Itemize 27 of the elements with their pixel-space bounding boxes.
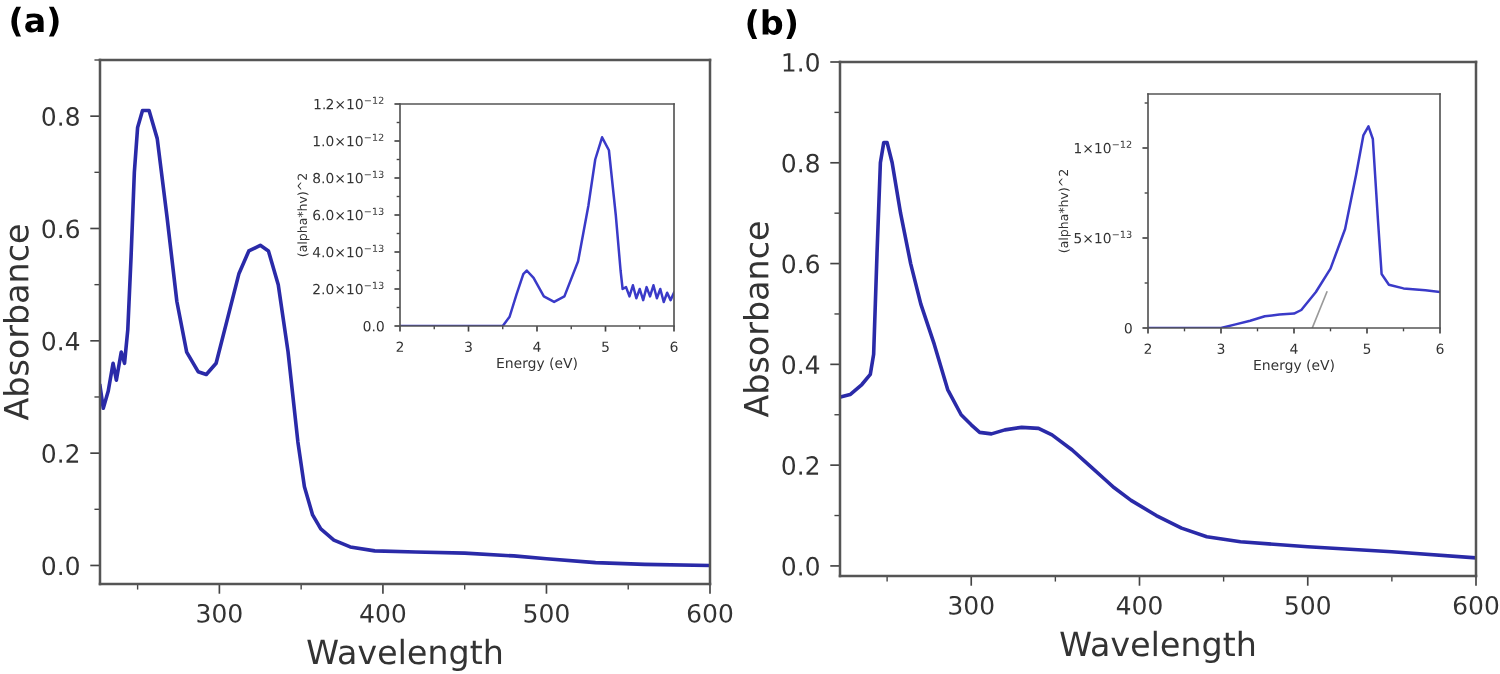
- y-tick-label: 0.0: [42, 556, 79, 576]
- x-tick-label: 600: [1453, 595, 1499, 615]
- y-tick-label: 0.2: [782, 456, 819, 475]
- chart-title: (b): [747, 9, 797, 39]
- x-tick-label: 300: [949, 595, 994, 615]
- line-series: [100, 108, 710, 568]
- y-tick-label: 0.6: [782, 254, 819, 274]
- y-tick-label: 0.8: [782, 153, 819, 173]
- x-tick-label: 300: [197, 603, 242, 623]
- y-tick-label: 0.4: [782, 355, 820, 375]
- chart-title: (a): [11, 6, 59, 37]
- y-tick-label: 1.0: [783, 52, 819, 72]
- y-tick-label: 0.8: [42, 107, 79, 127]
- x-axis-title: Wavelength: [1060, 630, 1255, 664]
- y-tick-label: 0.2: [42, 444, 79, 463]
- line-series: [840, 140, 1476, 560]
- y-axis-title: Absorbance: [742, 222, 769, 418]
- y-tick-label: 0.6: [42, 219, 79, 239]
- x-tick-label: 600: [687, 603, 733, 623]
- x-tick-label: 400: [360, 603, 406, 623]
- y-tick-label: 0.4: [42, 331, 80, 351]
- y-axis-title: Absorbance: [2, 225, 29, 421]
- x-tick-label: 500: [1285, 595, 1330, 615]
- x-axis-title: Wavelength: [307, 638, 502, 672]
- y-tick-label: 0.0: [782, 556, 819, 576]
- x-tick-label: 500: [524, 603, 569, 623]
- x-tick-label: 400: [1116, 595, 1162, 615]
